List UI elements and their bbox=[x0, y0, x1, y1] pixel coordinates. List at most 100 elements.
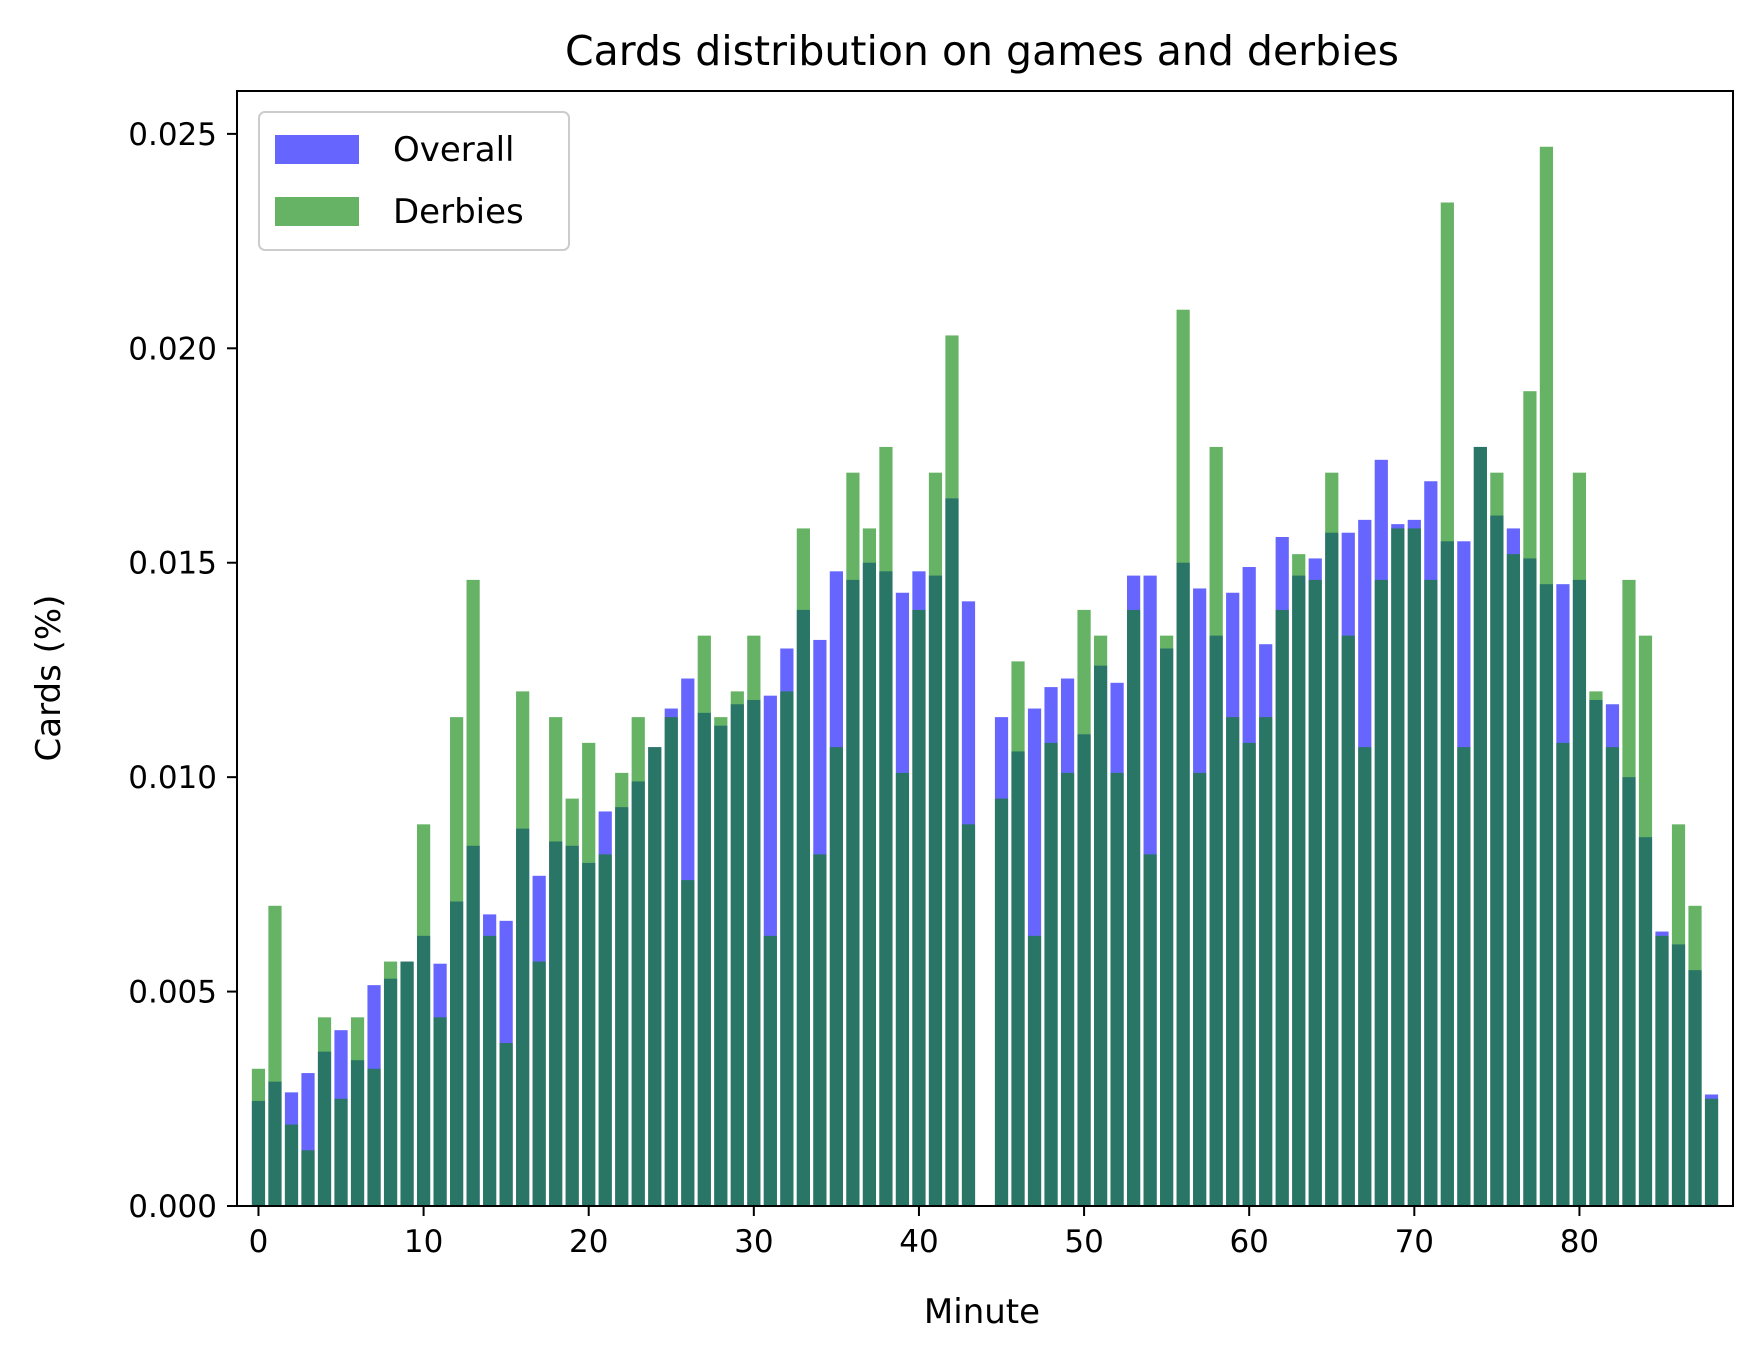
bar-derbies-62 bbox=[1275, 609, 1289, 1206]
bar-derbies-33 bbox=[796, 528, 810, 1206]
bar-derbies-70 bbox=[1407, 528, 1421, 1206]
bar-derbies-83 bbox=[1622, 579, 1636, 1206]
bar-derbies-78 bbox=[1539, 146, 1554, 1206]
bar-derbies-14 bbox=[483, 935, 497, 1206]
bar-derbies-82 bbox=[1605, 747, 1620, 1206]
legend-label-overall: Overall bbox=[393, 130, 515, 170]
bar-derbies-26 bbox=[681, 880, 695, 1206]
bar-derbies-85 bbox=[1655, 935, 1669, 1206]
y-tick-label: 0.020 bbox=[128, 331, 217, 367]
bar-derbies-64 bbox=[1308, 579, 1322, 1206]
bar-derbies-35 bbox=[829, 747, 843, 1206]
bar-derbies-31 bbox=[763, 935, 777, 1206]
bar-derbies-28 bbox=[714, 717, 728, 1206]
bar-derbies-4 bbox=[317, 1017, 332, 1206]
bar-derbies-59 bbox=[1226, 717, 1240, 1206]
series-derbies bbox=[251, 146, 1719, 1207]
bar-derbies-47 bbox=[1027, 935, 1042, 1206]
x-tick-label: 0 bbox=[249, 1224, 269, 1260]
bar-derbies-32 bbox=[780, 691, 794, 1206]
y-tick-label: 0.015 bbox=[128, 546, 217, 582]
x-axis-label: Minute bbox=[924, 1292, 1040, 1332]
bar-derbies-77 bbox=[1523, 391, 1537, 1206]
bar-derbies-18 bbox=[549, 717, 563, 1206]
bar-derbies-12 bbox=[450, 717, 464, 1206]
bar-derbies-80 bbox=[1572, 472, 1587, 1206]
y-axis-label: Cards (%) bbox=[29, 595, 69, 762]
legend-swatch-derbies bbox=[275, 197, 359, 226]
x-tick-label: 80 bbox=[1560, 1224, 1599, 1260]
bar-derbies-27 bbox=[697, 635, 711, 1206]
plot-frame bbox=[236, 90, 1734, 1207]
bar-derbies-13 bbox=[466, 579, 480, 1206]
bar-derbies-49 bbox=[1060, 772, 1075, 1206]
bar-derbies-23 bbox=[631, 717, 645, 1206]
bar-derbies-8 bbox=[383, 961, 398, 1206]
y-tick-label: 0.000 bbox=[128, 1189, 217, 1225]
bar-derbies-88 bbox=[1704, 1098, 1719, 1206]
bar-derbies-45 bbox=[994, 798, 1009, 1206]
bar-derbies-73 bbox=[1457, 747, 1471, 1206]
bar-derbies-57 bbox=[1193, 772, 1207, 1206]
x-tick-label: 20 bbox=[569, 1224, 608, 1260]
bar-derbies-76 bbox=[1506, 554, 1520, 1206]
bar-derbies-15 bbox=[499, 1043, 513, 1206]
bar-derbies-5 bbox=[334, 1098, 348, 1206]
y-tick-label: 0.010 bbox=[128, 760, 217, 796]
bar-derbies-40 bbox=[912, 609, 926, 1206]
bar-derbies-66 bbox=[1341, 635, 1355, 1206]
bar-derbies-19 bbox=[565, 798, 579, 1206]
x-tick-label: 40 bbox=[899, 1224, 938, 1260]
bar-derbies-37 bbox=[862, 528, 877, 1206]
bar-derbies-21 bbox=[598, 854, 612, 1206]
bar-derbies-39 bbox=[895, 772, 910, 1206]
legend-label-derbies: Derbies bbox=[393, 192, 524, 232]
bar-derbies-11 bbox=[433, 1017, 447, 1206]
bar-derbies-61 bbox=[1259, 717, 1273, 1206]
bar-derbies-65 bbox=[1325, 472, 1339, 1206]
bar-derbies-9 bbox=[400, 961, 414, 1206]
bar-derbies-29 bbox=[730, 691, 744, 1206]
bar-derbies-25 bbox=[664, 717, 678, 1206]
bar-derbies-30 bbox=[747, 635, 761, 1206]
y-tick-label: 0.025 bbox=[128, 117, 217, 153]
bar-derbies-58 bbox=[1209, 446, 1223, 1206]
bar-derbies-48 bbox=[1044, 742, 1058, 1206]
x-tick-label: 30 bbox=[734, 1224, 773, 1260]
bar-derbies-6 bbox=[350, 1017, 365, 1206]
bar-derbies-56 bbox=[1176, 309, 1190, 1207]
bar-derbies-75 bbox=[1490, 472, 1504, 1206]
x-tick-label: 60 bbox=[1229, 1224, 1268, 1260]
bar-derbies-74 bbox=[1473, 446, 1487, 1206]
legend-swatch-overall bbox=[275, 135, 359, 164]
bar-derbies-46 bbox=[1011, 661, 1025, 1206]
bar-derbies-51 bbox=[1093, 635, 1108, 1206]
bar-derbies-3 bbox=[301, 1150, 315, 1206]
bar-derbies-0 bbox=[251, 1068, 266, 1206]
bar-derbies-54 bbox=[1143, 854, 1157, 1206]
y-axis: 0.000 0.005 0.010 0.015 0.020 0.025 bbox=[128, 117, 237, 1225]
x-axis: 0 10 20 30 40 50 60 70 80 bbox=[249, 1206, 1599, 1260]
bar-derbies-41 bbox=[928, 472, 943, 1206]
bar-derbies-86 bbox=[1671, 824, 1686, 1206]
bar-derbies-71 bbox=[1424, 579, 1438, 1206]
bar-derbies-24 bbox=[648, 747, 662, 1206]
bar-derbies-43 bbox=[961, 824, 976, 1206]
bar-derbies-7 bbox=[367, 1068, 381, 1206]
bar-derbies-10 bbox=[416, 824, 431, 1206]
bar-derbies-38 bbox=[879, 446, 893, 1206]
x-tick-label: 70 bbox=[1395, 1224, 1434, 1260]
bar-derbies-55 bbox=[1160, 635, 1174, 1206]
bar-derbies-81 bbox=[1589, 691, 1603, 1206]
bar-derbies-20 bbox=[582, 742, 596, 1206]
chart-title: Cards distribution on games and derbies bbox=[565, 27, 1399, 75]
x-tick-label: 50 bbox=[1064, 1224, 1103, 1260]
legend: Overall Derbies bbox=[258, 111, 570, 251]
bar-derbies-2 bbox=[284, 1124, 299, 1206]
y-tick-label: 0.005 bbox=[128, 975, 217, 1011]
bar-derbies-22 bbox=[615, 772, 629, 1206]
bar-derbies-67 bbox=[1358, 747, 1372, 1206]
bar-derbies-34 bbox=[813, 854, 827, 1206]
bar-derbies-53 bbox=[1127, 609, 1141, 1206]
